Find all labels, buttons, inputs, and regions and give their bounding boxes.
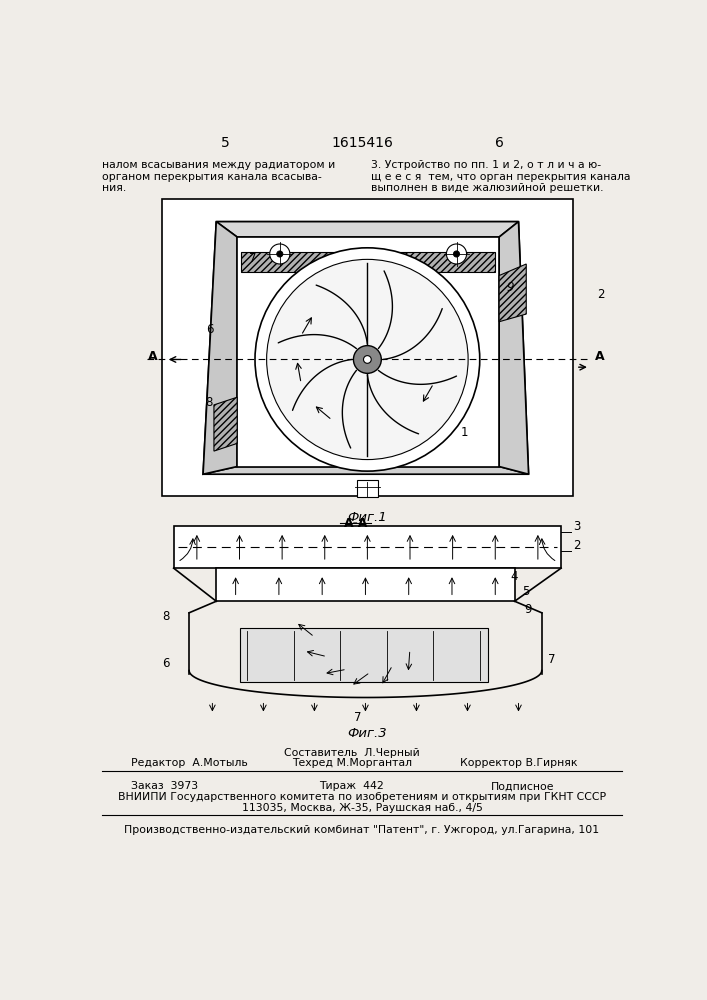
Text: 1: 1	[460, 426, 468, 439]
Circle shape	[446, 244, 467, 264]
Text: A: A	[148, 350, 158, 363]
Polygon shape	[499, 264, 526, 322]
Circle shape	[354, 346, 381, 373]
Circle shape	[363, 356, 371, 363]
Text: Фиг.3: Фиг.3	[348, 727, 387, 740]
Text: 8: 8	[205, 396, 212, 409]
Text: Техред М.Моргантал: Техред М.Моргантал	[292, 758, 412, 768]
Text: ния.: ния.	[103, 183, 127, 193]
Text: 5: 5	[522, 585, 530, 598]
Text: 9: 9	[524, 603, 532, 616]
Text: 9: 9	[507, 281, 515, 294]
Bar	[356, 480, 378, 497]
Text: 7: 7	[249, 252, 257, 265]
Text: 1615416: 1615416	[331, 136, 393, 150]
Text: 6: 6	[495, 136, 503, 150]
Text: Подписное: Подписное	[491, 781, 554, 791]
Text: Редактор  А.Мотыль: Редактор А.Мотыль	[131, 758, 247, 768]
Bar	[240, 628, 488, 682]
Text: 8: 8	[163, 610, 170, 624]
Text: Корректор В.Гирняк: Корректор В.Гирняк	[460, 758, 577, 768]
Text: налом всасывания между радиатором и: налом всасывания между радиатором и	[103, 160, 336, 170]
Text: щ е е с я  тем, что орган перекрытия канала: щ е е с я тем, что орган перекрытия кана…	[371, 172, 631, 182]
Text: 7: 7	[548, 653, 556, 666]
Circle shape	[267, 259, 468, 460]
Text: Фиг.1: Фиг.1	[348, 511, 387, 524]
Text: ВНИИПИ Государственного комитета по изобретениям и открытиям при ГКНТ СССР: ВНИИПИ Государственного комитета по изоб…	[118, 792, 606, 802]
Circle shape	[276, 251, 283, 257]
Text: органом перекрытия канала всасыва-: органом перекрытия канала всасыва-	[103, 172, 322, 182]
Text: Составитель  Л.Черный: Составитель Л.Черный	[284, 748, 420, 758]
Text: Тираж  442: Тираж 442	[320, 781, 384, 791]
Polygon shape	[214, 397, 237, 451]
Circle shape	[255, 248, 480, 471]
Text: 4: 4	[510, 570, 518, 583]
Text: 3: 3	[573, 520, 580, 533]
Polygon shape	[203, 222, 529, 474]
Text: 2: 2	[597, 288, 605, 301]
Text: 2: 2	[573, 539, 580, 552]
Bar	[162, 199, 573, 496]
Text: А-А: А-А	[344, 517, 368, 530]
Polygon shape	[241, 252, 495, 272]
Text: 7: 7	[354, 711, 361, 724]
Polygon shape	[216, 222, 518, 237]
Text: выполнен в виде жалюзийной решетки.: выполнен в виде жалюзийной решетки.	[371, 183, 604, 193]
Text: 6: 6	[162, 657, 170, 670]
Polygon shape	[499, 222, 529, 474]
Polygon shape	[203, 222, 237, 474]
Text: 5: 5	[221, 136, 230, 150]
Bar	[174, 526, 561, 568]
Text: 6: 6	[206, 323, 214, 336]
Circle shape	[453, 251, 460, 257]
Text: 113035, Москва, Ж-35, Раушская наб., 4/5: 113035, Москва, Ж-35, Раушская наб., 4/5	[242, 803, 482, 813]
Text: Производственно-издательский комбинат "Патент", г. Ужгород, ул.Гагарина, 101: Производственно-издательский комбинат "П…	[124, 825, 600, 835]
Text: A: A	[595, 350, 604, 363]
Circle shape	[270, 244, 290, 264]
Polygon shape	[203, 466, 529, 474]
Bar	[216, 568, 515, 601]
Bar	[237, 237, 499, 466]
Text: Заказ  3973: Заказ 3973	[131, 781, 198, 791]
Text: 3. Устройство по пп. 1 и 2, о т л и ч а ю-: 3. Устройство по пп. 1 и 2, о т л и ч а …	[371, 160, 602, 170]
